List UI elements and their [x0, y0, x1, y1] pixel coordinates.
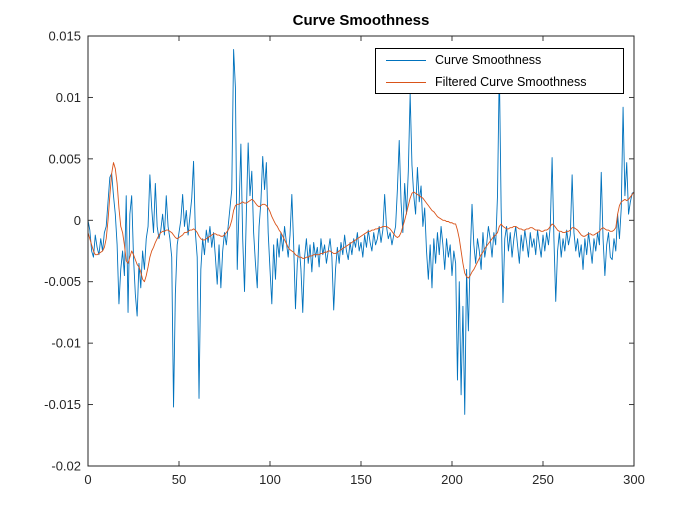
x-tick-label: 300 — [623, 472, 645, 487]
x-tick-label: 50 — [172, 472, 186, 487]
legend: Curve Smoothness Filtered Curve Smoothne… — [375, 48, 624, 94]
y-tick-label: -0.01 — [51, 336, 81, 351]
legend-item-curve-smoothness: Curve Smoothness — [376, 51, 623, 69]
y-tick-label: 0.01 — [56, 90, 81, 105]
y-tick-label: 0.015 — [48, 29, 81, 44]
x-tick-label: 0 — [84, 472, 91, 487]
x-tick-label: 250 — [532, 472, 554, 487]
series-line-filtered-curve-smoothness — [87, 162, 635, 283]
x-tick-label: 150 — [350, 472, 372, 487]
chart-title: Curve Smoothness — [292, 12, 430, 29]
y-tick-label: 0 — [74, 213, 81, 228]
legend-line-sample-blue — [386, 59, 426, 61]
y-tick-label: -0.015 — [44, 397, 81, 412]
axes-box — [87, 35, 635, 467]
legend-item-filtered-curve-smoothness: Filtered Curve Smoothness — [376, 73, 623, 91]
x-tick-label: 100 — [259, 472, 281, 487]
y-tick-label: -0.005 — [44, 274, 81, 289]
legend-line-sample-orange — [386, 81, 426, 83]
series-line-curve-smoothness — [87, 49, 635, 415]
y-tick-label: 0.005 — [48, 151, 81, 166]
x-tick-label: 200 — [441, 472, 463, 487]
y-tick-label: -0.02 — [51, 459, 81, 474]
legend-label: Filtered Curve Smoothness — [435, 75, 587, 89]
legend-label: Curve Smoothness — [435, 53, 542, 67]
